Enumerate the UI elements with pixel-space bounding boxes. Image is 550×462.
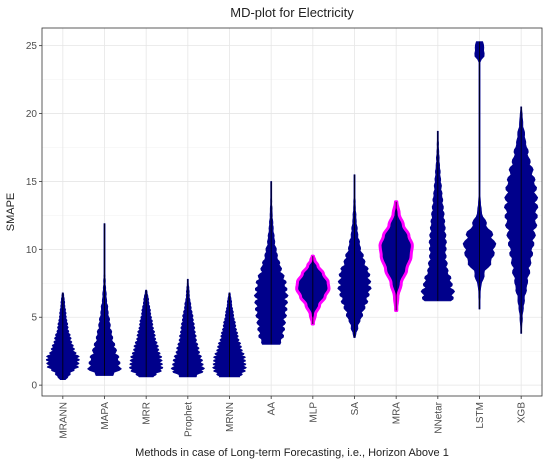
x-tick-label-mra: MRA	[392, 402, 403, 425]
y-axis-title: SMAPE	[5, 193, 17, 232]
y-tick-label: 20	[26, 109, 38, 120]
x-tick-label-mapa: MAPA	[100, 402, 111, 430]
x-tick-label-xgb: XGB	[517, 402, 528, 423]
grid-lines	[42, 28, 542, 396]
x-tick-label-mrann: MRANN	[58, 402, 69, 439]
y-tick-label: 15	[26, 177, 38, 188]
plot-panel-border	[41, 27, 543, 397]
x-tick-label-mrr: MRR	[142, 402, 153, 425]
y-axis: 0 5 10 15 20 25	[26, 41, 42, 392]
x-tick-label-sa: SA	[350, 402, 361, 416]
y-tick-label: 25	[26, 41, 38, 52]
x-tick-label-aa: AA	[267, 402, 278, 416]
chart-title: MD-plot for Electricity	[230, 5, 354, 20]
x-axis-title: Methods in case of Long-term Forecasting…	[135, 447, 449, 459]
x-tick-label-mlp: MLP	[308, 402, 319, 423]
violins	[45, 41, 539, 380]
x-axis: MRANN MAPA MRR Prophet MRNN AA MLP SA MRA NNetar L…	[58, 396, 528, 439]
x-tick-label-prophet: Prophet	[183, 402, 194, 437]
x-tick-label-nnetar: NNetar	[433, 401, 444, 433]
y-tick-label: 5	[31, 313, 37, 324]
x-tick-label-lstm: LSTM	[475, 402, 486, 429]
x-tick-label-mrnn: MRNN	[225, 402, 236, 432]
y-tick-label: 0	[31, 381, 37, 392]
y-tick-label: 10	[26, 245, 38, 256]
